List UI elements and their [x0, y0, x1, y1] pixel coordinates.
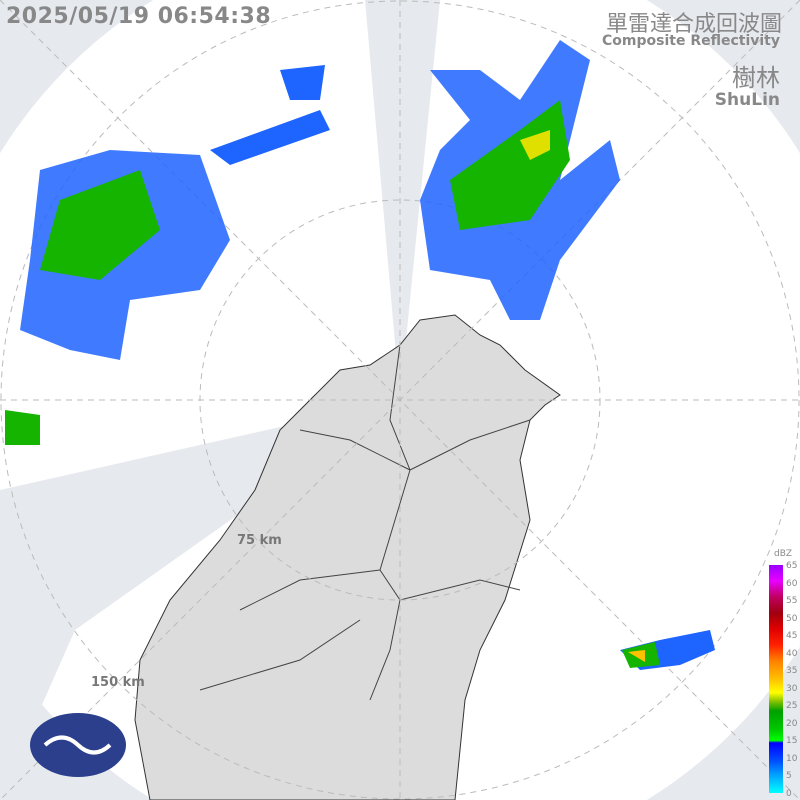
- station-en: ShuLin: [714, 90, 780, 110]
- legend-tick: 55: [786, 596, 798, 606]
- legend-tick: 35: [786, 666, 798, 676]
- legend-unit: dBZ: [774, 549, 793, 559]
- timestamp: 2025/05/19 06:54:38: [6, 4, 272, 29]
- title-en: Composite Reflectivity: [602, 33, 780, 49]
- legend-tick: 20: [786, 718, 798, 729]
- range-label-75: 75 km: [237, 533, 282, 548]
- legend-colorbar: [769, 565, 783, 793]
- blocked-sector-southwest: [0, 400, 400, 800]
- range-label-150: 150 km: [91, 675, 145, 690]
- legend-tick: 15: [786, 736, 798, 746]
- legend-tick: 5: [786, 771, 792, 781]
- legend-tick: 0: [786, 788, 792, 799]
- legend-tick: 45: [786, 631, 798, 641]
- taiwan-land: [134, 314, 561, 800]
- cwa-logo: [30, 713, 126, 777]
- legend-tick: 10: [786, 753, 798, 764]
- legend-tick: 25: [786, 701, 798, 711]
- blocked-sector-north: [365, 0, 440, 400]
- title-zh: 單雷達合成回波圖: [605, 12, 782, 37]
- county-borders: [199, 344, 531, 701]
- legend-tick: 30: [786, 683, 798, 694]
- station-zh: 樹林: [732, 64, 780, 92]
- legend-tick: 40: [786, 648, 798, 659]
- legend-tick: 65: [786, 561, 798, 571]
- echoes: [5, 40, 715, 670]
- legend-tick: 60: [786, 578, 798, 589]
- legend-tick: 50: [786, 613, 798, 624]
